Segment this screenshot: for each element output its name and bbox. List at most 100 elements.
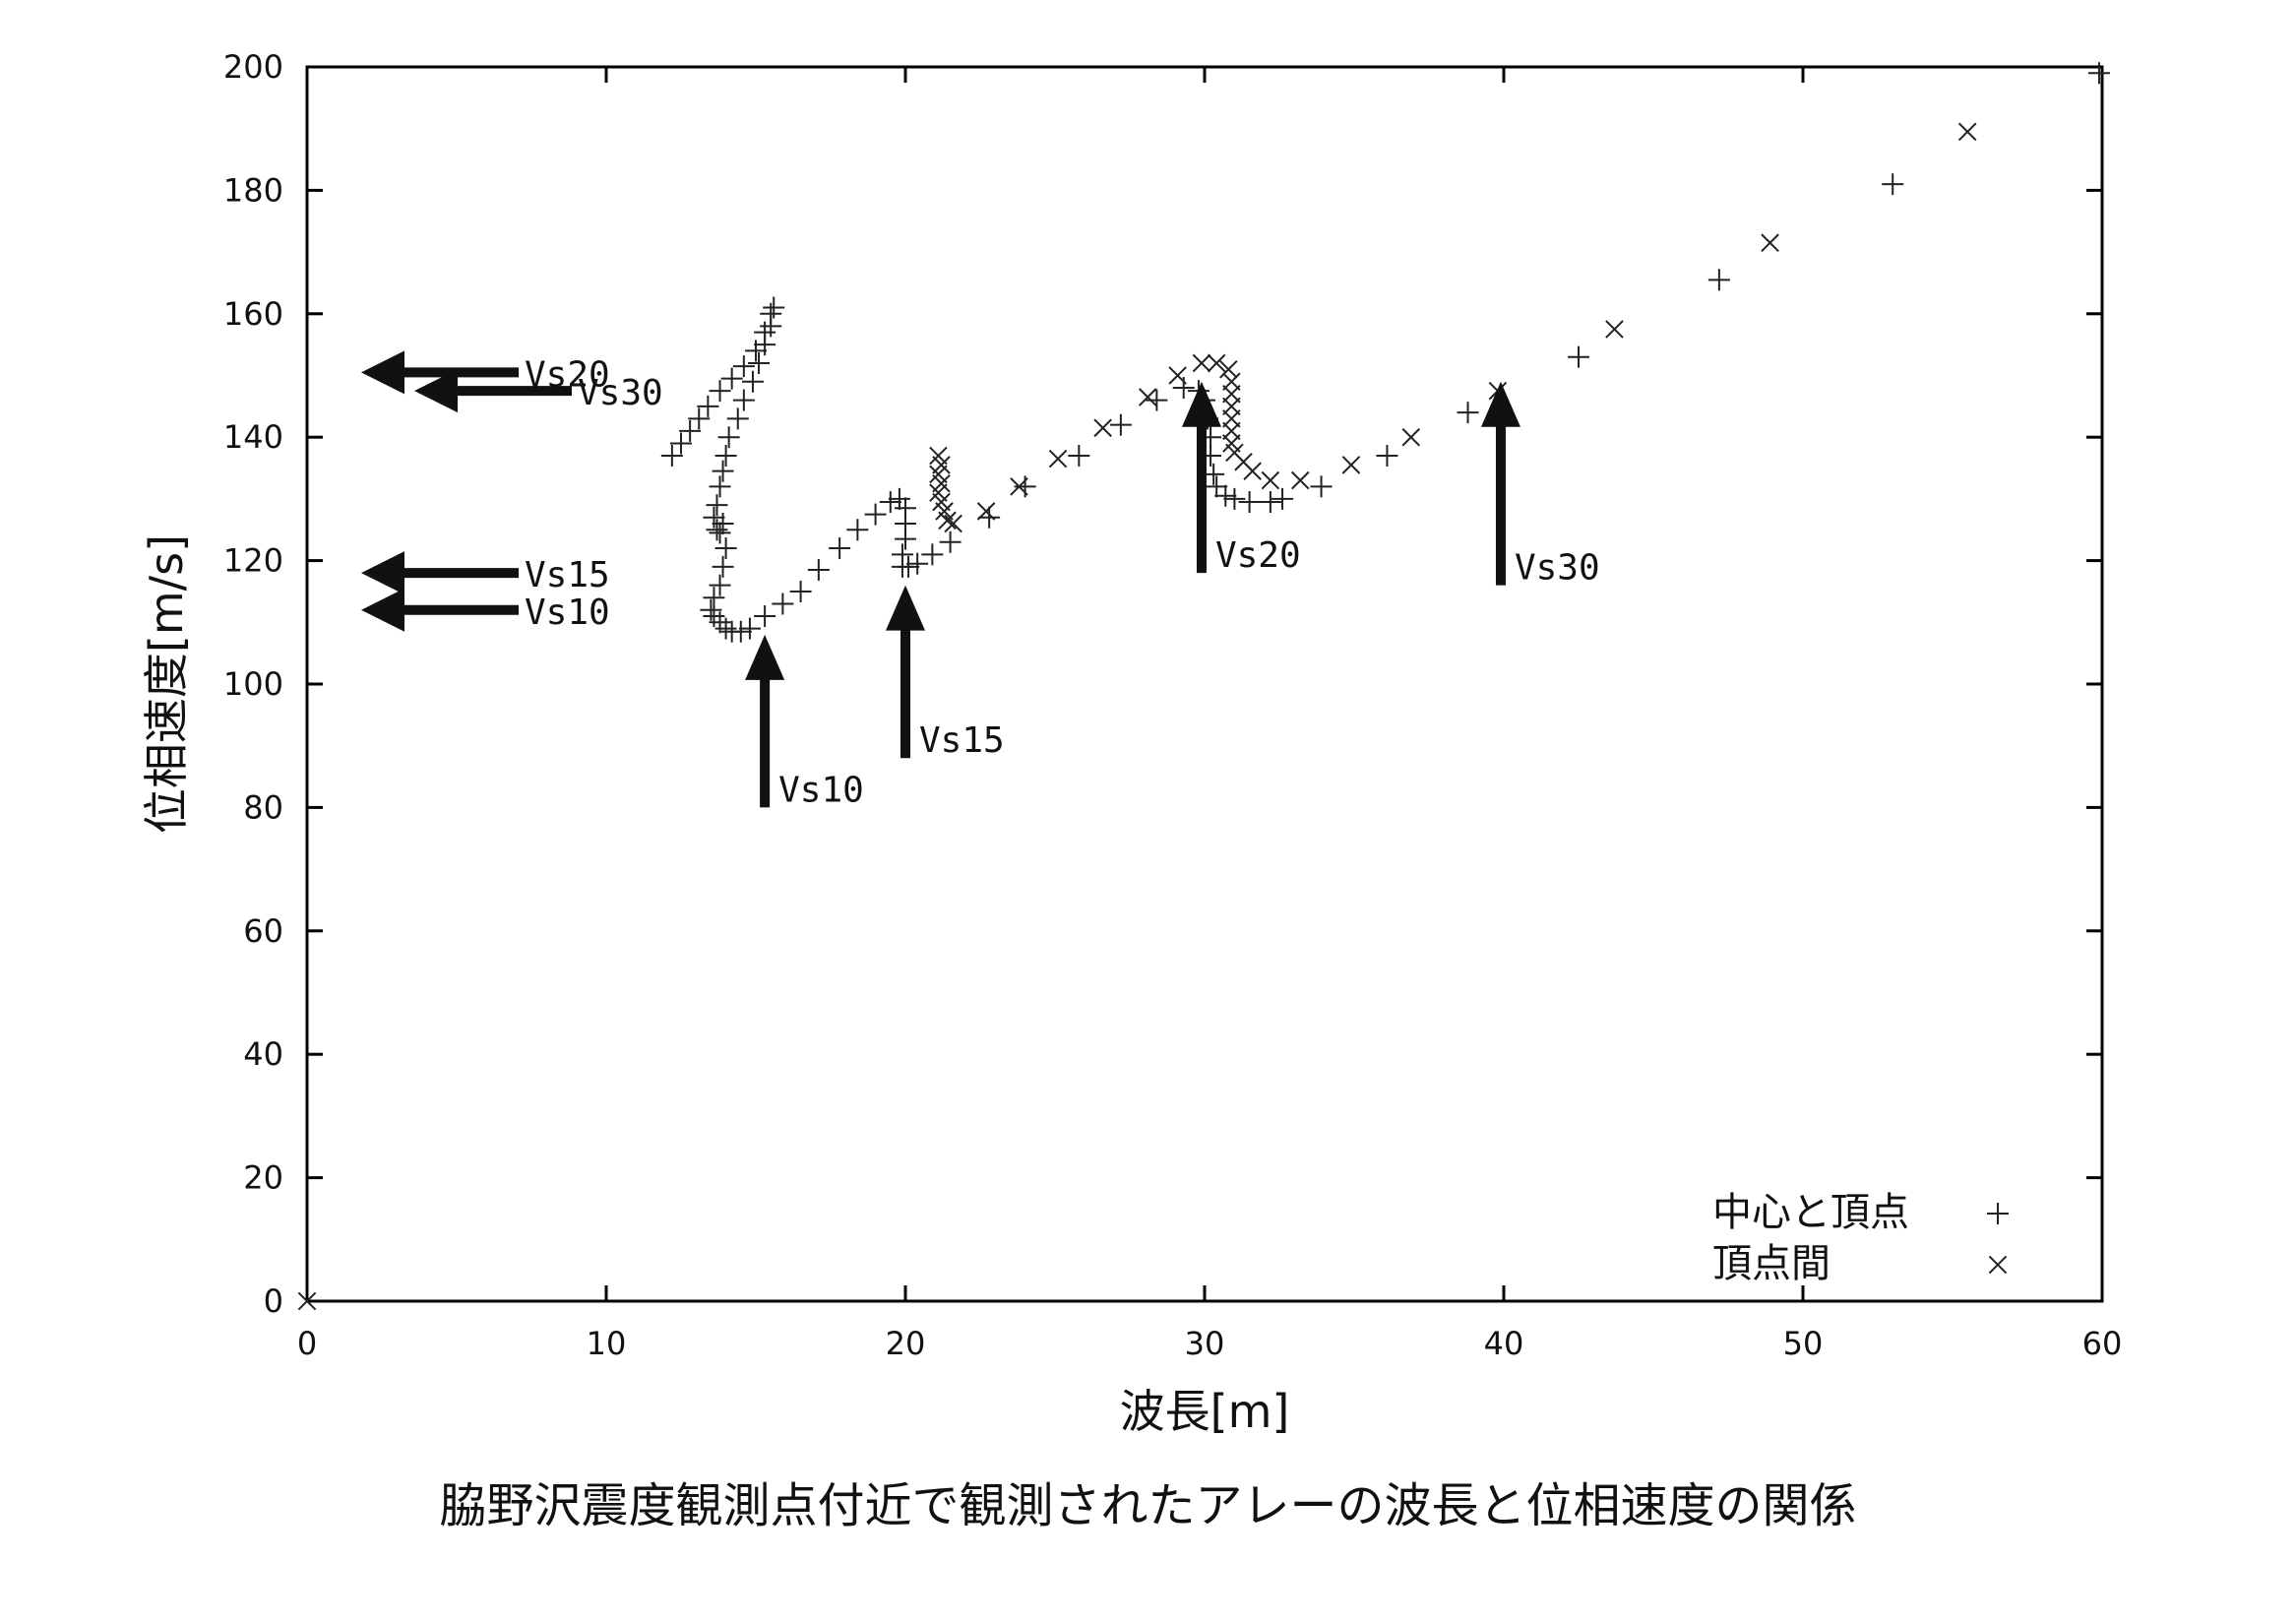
data-point	[709, 611, 731, 634]
annotation-arrow: Vs10	[745, 634, 864, 810]
data-point	[712, 512, 734, 534]
data-point	[720, 367, 743, 390]
data-point	[1761, 233, 1779, 252]
annotation-label: Vs30	[578, 373, 663, 413]
data-point	[297, 1291, 317, 1311]
legend-marker	[1987, 1203, 2009, 1224]
data-point	[1401, 427, 1421, 447]
y-tick-label: 40	[243, 1035, 283, 1073]
annotation-arrow: Vs30	[1480, 381, 1600, 589]
data-point	[706, 494, 728, 517]
data-point	[703, 587, 725, 609]
y-tick-label: 80	[243, 788, 283, 826]
data-point	[1206, 475, 1228, 498]
data-points	[297, 62, 2110, 1311]
data-point	[712, 460, 734, 482]
data-point	[688, 407, 711, 430]
data-point	[709, 522, 731, 544]
data-point	[1192, 353, 1211, 373]
data-point	[1707, 269, 1730, 291]
data-point	[748, 351, 771, 374]
data-point	[1341, 456, 1361, 474]
data-point	[1109, 413, 1132, 436]
data-point	[864, 503, 887, 526]
data-point	[976, 502, 996, 521]
data-point	[706, 519, 728, 541]
y-tick-label: 20	[243, 1159, 283, 1197]
data-point	[888, 487, 910, 510]
data-point	[944, 514, 962, 533]
data-point	[1272, 487, 1294, 510]
data-point	[660, 445, 683, 468]
data-point	[754, 334, 776, 356]
plot-frame	[305, 65, 2104, 1303]
data-point	[738, 617, 761, 640]
data-point	[906, 552, 929, 575]
data-point	[732, 389, 755, 411]
y-tick-label: 180	[223, 171, 283, 209]
data-point	[709, 380, 731, 403]
figure-caption: 脇野沢震度観測点付近で観測されたアレーの波長と位相速度の関係	[439, 1478, 1857, 1533]
data-point	[703, 506, 725, 529]
data-point	[712, 555, 734, 578]
data-point	[717, 426, 740, 449]
x-axis-label: 波長[m]	[1120, 1385, 1290, 1438]
data-point	[1290, 470, 1310, 490]
x-tick-label: 10	[587, 1325, 627, 1362]
data-point	[1138, 388, 1157, 406]
data-point	[670, 432, 692, 455]
data-point	[709, 475, 731, 498]
data-point	[1093, 418, 1112, 438]
data-point	[1168, 366, 1187, 385]
data-point	[726, 407, 749, 430]
data-point	[714, 537, 737, 560]
annotation-arrow: Vs10	[361, 588, 610, 633]
data-point	[732, 355, 755, 378]
annotation-label: Vs15	[919, 720, 1005, 761]
data-point	[714, 617, 737, 640]
data-point	[1568, 345, 1589, 368]
data-point	[1014, 475, 1036, 498]
data-point	[1223, 487, 1246, 510]
y-tick-label: 60	[243, 912, 283, 950]
y-axis-label: 位相速度[m/s]	[140, 534, 193, 834]
data-point	[745, 340, 767, 362]
data-point	[1219, 359, 1238, 379]
data-point	[807, 559, 830, 582]
legend-label: 頂点間	[1712, 1241, 1831, 1286]
data-point	[939, 531, 962, 553]
legend-label: 中心と頂点	[1712, 1190, 1909, 1235]
data-point	[729, 620, 752, 643]
y-tick-label: 120	[223, 542, 283, 580]
data-point	[895, 528, 916, 550]
data-point	[1261, 470, 1280, 490]
data-point	[697, 395, 719, 417]
data-point	[1259, 491, 1281, 514]
data-point	[921, 543, 944, 566]
annotation-arrow: Vs20	[1181, 381, 1301, 576]
data-point	[1310, 475, 1333, 498]
data-point	[714, 445, 737, 468]
data-point	[1068, 445, 1090, 468]
data-point	[2087, 62, 2110, 85]
annotation-label: Vs30	[1515, 548, 1600, 589]
data-point	[978, 506, 1001, 529]
annotation-label: Vs20	[1215, 535, 1301, 576]
annotation-arrow: Vs15	[361, 551, 610, 595]
data-point	[938, 511, 957, 531]
data-point	[1146, 389, 1168, 411]
data-point	[1605, 320, 1624, 339]
y-tick-label: 0	[264, 1282, 283, 1320]
data-point	[754, 605, 776, 628]
x-tick-label: 40	[1484, 1325, 1524, 1362]
y-tick-label: 100	[223, 665, 283, 703]
axis-ticks	[305, 65, 2104, 1303]
data-point	[1882, 173, 1904, 196]
tick-labels: 0 10 20 30 40 50 60 0 20 40 60 80 100 120 140 160 180 200	[223, 48, 2122, 1362]
annotation-label: Vs10	[525, 593, 610, 633]
data-point	[1243, 462, 1262, 480]
data-point	[879, 491, 901, 514]
